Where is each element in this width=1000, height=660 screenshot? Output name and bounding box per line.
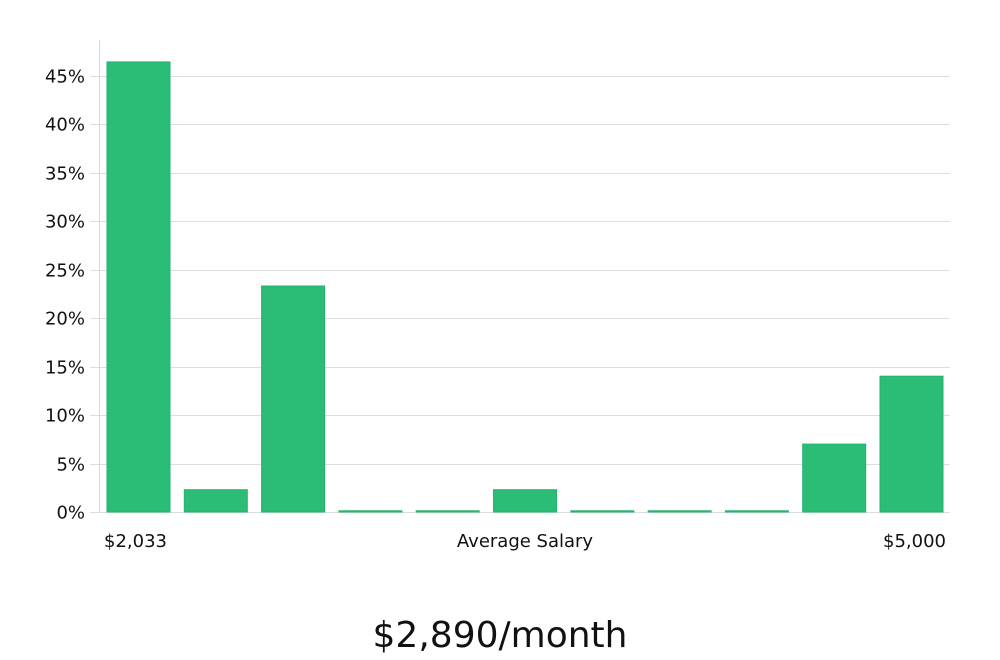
bar (570, 510, 635, 513)
bar (647, 510, 712, 513)
y-tick-label: 40% (45, 115, 85, 136)
y-tick-label: 15% (45, 358, 85, 379)
bar (879, 375, 944, 513)
y-tick-label: 20% (45, 309, 85, 330)
bar (261, 285, 326, 513)
y-tick-label: 35% (45, 164, 85, 185)
y-tick-label: 5% (56, 455, 85, 476)
bar (493, 489, 557, 513)
gridlines (90, 76, 950, 513)
bar (415, 510, 480, 513)
y-tick-label: 0% (56, 503, 85, 524)
average-salary-headline: $2,890/month (373, 615, 628, 656)
bar (802, 443, 867, 513)
bar (106, 61, 171, 513)
bars (106, 61, 944, 513)
x-max-label: $5,000 (883, 531, 946, 552)
y-tick-label: 30% (45, 212, 85, 233)
y-tick-label: 45% (45, 67, 85, 88)
bar (183, 489, 248, 513)
bar (724, 510, 789, 513)
y-tick-label: 25% (45, 261, 85, 282)
y-tick-labels: 0% 5% 10% 15% 20% 25% 30% 35% 40% 45% (45, 67, 85, 524)
bar (338, 510, 403, 513)
x-min-label: $2,033 (104, 531, 167, 552)
y-tick-label: 10% (45, 406, 85, 427)
x-axis-title: Average Salary (457, 531, 594, 552)
